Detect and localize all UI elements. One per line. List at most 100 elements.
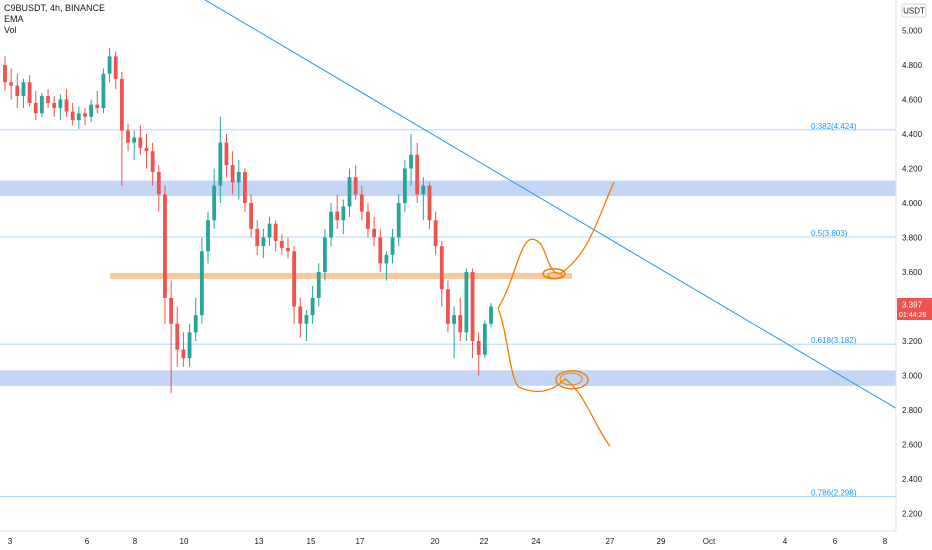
- time-tick: 15: [307, 537, 316, 546]
- price-tick: 4.400: [902, 130, 923, 139]
- candle-body: [230, 165, 235, 183]
- candle-body: [15, 85, 20, 97]
- price-badge-value: 3.397: [902, 301, 923, 310]
- candle-body: [76, 113, 81, 121]
- candle-body: [187, 332, 192, 359]
- target-circle-down[interactable]: [555, 370, 589, 390]
- fib-label-2: 0.618(3.182): [811, 336, 857, 345]
- candle-body: [89, 104, 94, 117]
- time-tick: 13: [255, 537, 264, 546]
- trendline[interactable]: [178, 0, 897, 409]
- candle-body: [199, 251, 204, 316]
- axes-layer: 5.000 4.800 4.600 4.400 4.200 4.000 3.800 3.600…: [8, 3, 932, 546]
- candle-body: [206, 220, 210, 252]
- zone-band-1[interactable]: [0, 370, 896, 386]
- currency-badge[interactable]: USDT: [901, 3, 927, 18]
- price-tick: 4.800: [902, 61, 923, 70]
- price-tick: 4.200: [902, 165, 923, 174]
- drawings-layer: [178, 0, 897, 447]
- candle-body: [156, 171, 161, 195]
- candle-body: [212, 185, 217, 221]
- zone-band-0[interactable]: [0, 180, 896, 197]
- projection-up[interactable]: [497, 182, 615, 309]
- candles-layer: [3, 47, 493, 393]
- candle-body: [384, 254, 389, 264]
- candle-body: [353, 177, 358, 195]
- candle-body: [52, 102, 57, 109]
- candle-body: [243, 171, 247, 203]
- zones-layer: [0, 180, 896, 386]
- candle-body: [138, 137, 143, 148]
- price-tick: 3.000: [902, 372, 923, 381]
- candle-body: [335, 211, 340, 221]
- candle-body: [390, 237, 395, 255]
- candle-body: [378, 237, 383, 264]
- candle-body: [150, 151, 155, 172]
- candle-body: [433, 220, 438, 247]
- candle-body: [21, 82, 26, 97]
- candle-body: [464, 272, 469, 333]
- candle-body: [132, 137, 137, 143]
- candle-body: [144, 147, 149, 152]
- fib-layer: 0.382(4.424) 0.5(3.803) 0.618(3.182) 0.786(…: [0, 122, 896, 498]
- price-tick: 2.800: [902, 406, 923, 415]
- candle-body: [175, 323, 180, 350]
- price-tick: 5.000: [902, 27, 923, 36]
- price-tick: 3.200: [902, 337, 923, 346]
- candle-body: [267, 223, 272, 238]
- price-tick: 4.000: [902, 199, 923, 208]
- legend-symbol[interactable]: C9BUSDT, 4h, BINANCE: [4, 3, 106, 13]
- candle-body: [359, 194, 364, 212]
- time-tick: 17: [356, 537, 365, 546]
- candle-body: [261, 237, 266, 247]
- time-tick: 20: [431, 537, 440, 546]
- candle-body: [169, 297, 174, 324]
- candle-body: [476, 341, 481, 355]
- candle-body: [427, 185, 432, 221]
- candle-body: [470, 272, 475, 341]
- candle-body: [40, 96, 44, 114]
- candle-body: [224, 142, 229, 166]
- price-badge: 3.397 01:44:26: [897, 298, 932, 321]
- price-tick: 4.600: [902, 96, 923, 105]
- candle-body: [101, 73, 106, 109]
- candle-body: [421, 185, 426, 195]
- candle-body: [46, 96, 50, 103]
- candle-body: [83, 113, 87, 117]
- time-tick: 27: [606, 537, 615, 546]
- candle-body: [3, 65, 7, 83]
- projection-down[interactable]: [497, 307, 611, 447]
- candle-body: [218, 142, 223, 186]
- candle-body: [113, 56, 118, 79]
- price-tick: 2.400: [902, 475, 923, 484]
- price-tick: 3.800: [902, 234, 923, 243]
- time-tick: 10: [180, 537, 189, 546]
- time-tick: 4: [783, 537, 788, 546]
- fib-label-0: 0.382(4.424): [811, 122, 857, 131]
- time-tick: 8: [133, 537, 138, 546]
- candle-body: [366, 211, 370, 229]
- candle-body: [310, 297, 315, 316]
- candle-body: [107, 56, 112, 74]
- candle-body: [341, 206, 346, 221]
- candle-body: [236, 171, 241, 183]
- time-tick: 3: [8, 537, 13, 546]
- candle-body: [126, 130, 130, 143]
- target-circle-down-inner: [559, 372, 583, 386]
- candle-body: [372, 228, 377, 238]
- legend-ema[interactable]: EMA: [4, 14, 24, 24]
- time-tick: 6: [85, 537, 90, 546]
- horizontal-level[interactable]: [110, 272, 572, 279]
- legend-vol[interactable]: Vol: [4, 25, 17, 35]
- currency-label: USDT: [903, 7, 925, 16]
- candle-body: [292, 251, 297, 307]
- candle-body: [249, 203, 253, 229]
- candle-body: [193, 315, 198, 333]
- candle-body: [396, 203, 401, 238]
- candle-body: [452, 315, 456, 324]
- candle-body: [415, 154, 420, 195]
- candle-body: [279, 240, 284, 248]
- price-badge-countdown: 01:44:26: [899, 312, 926, 319]
